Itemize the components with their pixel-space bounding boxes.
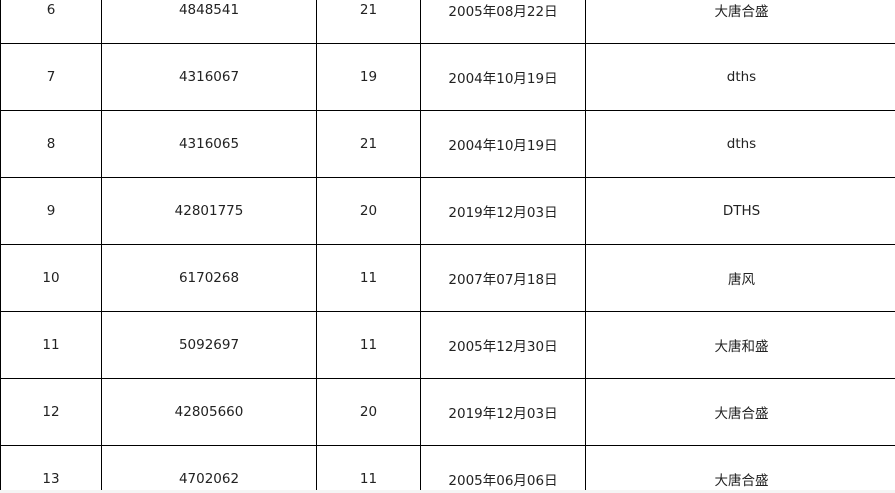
- trademark-name-cell: dths: [585, 43, 895, 111]
- row-number-cell: 6: [0, 0, 102, 44]
- class-cell: 20: [316, 378, 421, 446]
- date-cell: 2007年07月18日: [420, 244, 586, 312]
- table-row: 10 6170268 11 2007年07月18日 唐风: [0, 244, 895, 312]
- date-cell: 2005年06月06日: [420, 445, 586, 490]
- row-number-cell: 7: [0, 43, 102, 111]
- date-cell: 2019年12月03日: [420, 378, 586, 446]
- class-cell: 11: [316, 311, 421, 379]
- registration-number-cell: 6170268: [101, 244, 317, 312]
- registration-number-cell: 4702062: [101, 445, 317, 490]
- registration-number-cell: 5092697: [101, 311, 317, 379]
- date-cell: 2004年10月19日: [420, 110, 586, 178]
- class-cell: 20: [316, 177, 421, 245]
- date-cell: 2005年08月22日: [420, 0, 586, 44]
- class-cell: 19: [316, 43, 421, 111]
- row-number-cell: 13: [0, 445, 102, 490]
- trademark-name-cell: 大唐合盛: [585, 0, 895, 44]
- registration-number-cell: 42801775: [101, 177, 317, 245]
- class-cell: 21: [316, 0, 421, 44]
- table-row: 13 4702062 11 2005年06月06日 大唐合盛: [0, 445, 895, 490]
- table-row: 11 5092697 11 2005年12月30日 大唐和盛: [0, 311, 895, 379]
- row-number-cell: 8: [0, 110, 102, 178]
- registration-number-cell: 4316065: [101, 110, 317, 178]
- date-cell: 2004年10月19日: [420, 43, 586, 111]
- trademark-name-cell: 唐风: [585, 244, 895, 312]
- trademark-name-cell: 大唐和盛: [585, 311, 895, 379]
- row-number-cell: 9: [0, 177, 102, 245]
- date-cell: 2019年12月03日: [420, 177, 586, 245]
- trademark-name-cell: dths: [585, 110, 895, 178]
- date-cell: 2005年12月30日: [420, 311, 586, 379]
- row-number-cell: 11: [0, 311, 102, 379]
- class-cell: 11: [316, 445, 421, 490]
- trademark-name-cell: DTHS: [585, 177, 895, 245]
- table-row: 12 42805660 20 2019年12月03日 大唐合盛: [0, 378, 895, 446]
- class-cell: 21: [316, 110, 421, 178]
- row-number-cell: 12: [0, 378, 102, 446]
- class-cell: 11: [316, 244, 421, 312]
- registration-number-cell: 42805660: [101, 378, 317, 446]
- registration-number-cell: 4316067: [101, 43, 317, 111]
- table-row: 8 4316065 21 2004年10月19日 dths: [0, 110, 895, 178]
- table-row: 6 4848541 21 2005年08月22日 大唐合盛: [0, 0, 895, 44]
- table-row: 9 42801775 20 2019年12月03日 DTHS: [0, 177, 895, 245]
- trademark-name-cell: 大唐合盛: [585, 378, 895, 446]
- trademark-name-cell: 大唐合盛: [585, 445, 895, 490]
- table-row: 7 4316067 19 2004年10月19日 dths: [0, 43, 895, 111]
- row-number-cell: 10: [0, 244, 102, 312]
- registration-number-cell: 4848541: [101, 0, 317, 44]
